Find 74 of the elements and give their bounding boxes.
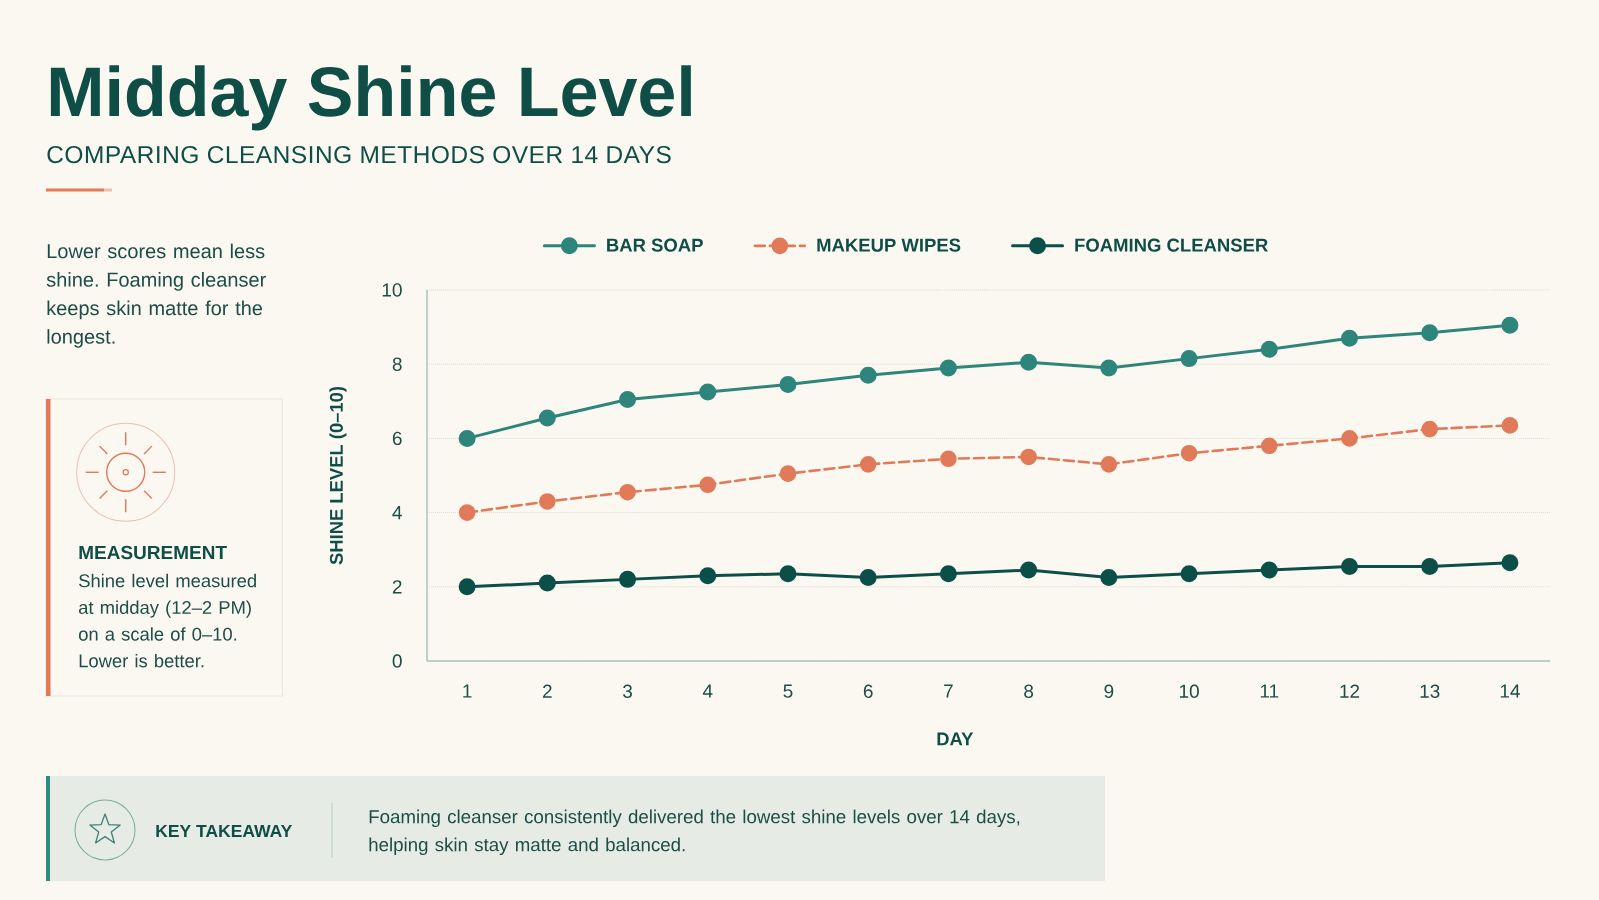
x-tick-label: 12	[1340, 684, 1360, 698]
point	[699, 567, 717, 585]
point	[1020, 353, 1038, 371]
y-tick-label: 4	[392, 506, 402, 520]
x-tick-label: 8	[1024, 684, 1034, 698]
x-tick-label: 9	[1104, 684, 1114, 698]
point	[1180, 350, 1198, 368]
y-tick-label: 0	[392, 654, 402, 668]
point	[1501, 417, 1519, 434]
point	[1180, 565, 1198, 583]
y-tick-label: 10	[382, 283, 402, 297]
point	[619, 390, 637, 408]
x-tick-label: 2	[543, 684, 552, 698]
point	[859, 366, 877, 384]
point	[1501, 554, 1519, 572]
point	[458, 429, 476, 447]
legend-label: BAR SOAP	[607, 238, 703, 252]
y-tick-label: 2	[392, 580, 402, 594]
x-tick-label: 14	[1500, 684, 1520, 698]
text: Shine level measured at midday (12–2 PM) on a scale of 0–10. Lower is better.	[78, 573, 256, 668]
x-tick-label: 11	[1260, 684, 1279, 698]
point	[859, 456, 877, 473]
point	[779, 565, 797, 583]
x-axis-title: DAY	[937, 732, 974, 746]
point	[1020, 561, 1038, 579]
text: Lower scores mean less shine. Foaming cleanser keeps skin matte for the longest.	[46, 243, 266, 348]
x-tick-label: 1	[463, 684, 472, 698]
chart-title: Midday Shine Level	[50, 65, 691, 131]
legend-label: MAKEUP WIPES	[817, 238, 961, 252]
point	[779, 376, 797, 394]
point	[538, 409, 556, 427]
point	[859, 569, 877, 587]
x-tick-label: 3	[622, 684, 632, 698]
point	[1180, 444, 1198, 462]
point	[1421, 557, 1439, 575]
point	[458, 504, 476, 521]
text: Foaming cleanser consistently delivered the lowest shine levels over 14 days, helping skin stay matte and balanced.	[369, 809, 1020, 856]
x-tick-label: 5	[783, 684, 793, 698]
point	[1421, 420, 1438, 438]
point	[619, 570, 637, 588]
point	[1020, 448, 1037, 466]
point	[1341, 430, 1358, 447]
legend-label: FOAMING CLEANSER	[1075, 238, 1268, 252]
text: KEY TAKEAWAY	[156, 824, 293, 837]
point	[1501, 316, 1519, 334]
point	[1260, 561, 1278, 579]
point	[1260, 340, 1278, 358]
point	[539, 493, 556, 510]
y-tick-label: 8	[392, 357, 402, 371]
point	[1260, 437, 1278, 455]
point	[1100, 569, 1118, 587]
point	[619, 483, 636, 501]
x-tick-label: 10	[1179, 684, 1199, 698]
y-tick-label: 6	[392, 431, 402, 446]
point	[939, 359, 957, 377]
point	[538, 574, 556, 592]
point	[699, 383, 717, 401]
point	[1100, 359, 1118, 377]
point	[1100, 456, 1118, 473]
point	[779, 465, 797, 482]
point	[458, 578, 476, 596]
x-tick-label: 13	[1420, 684, 1440, 698]
x-tick-label: 6	[863, 684, 873, 698]
x-tick-label: 4	[702, 684, 713, 698]
point	[1340, 557, 1358, 575]
x-tick-label: 7	[944, 684, 953, 698]
y-axis-title: SHINE LEVEL (0–10)	[329, 386, 347, 565]
text: MEASUREMENT	[79, 545, 227, 560]
point	[939, 565, 957, 583]
chart-subtitle: COMPARING CLEANSING METHODS OVER 14 DAYS	[47, 145, 671, 164]
point	[1340, 329, 1358, 347]
point	[699, 476, 717, 494]
point	[940, 450, 957, 468]
point	[1421, 324, 1439, 342]
